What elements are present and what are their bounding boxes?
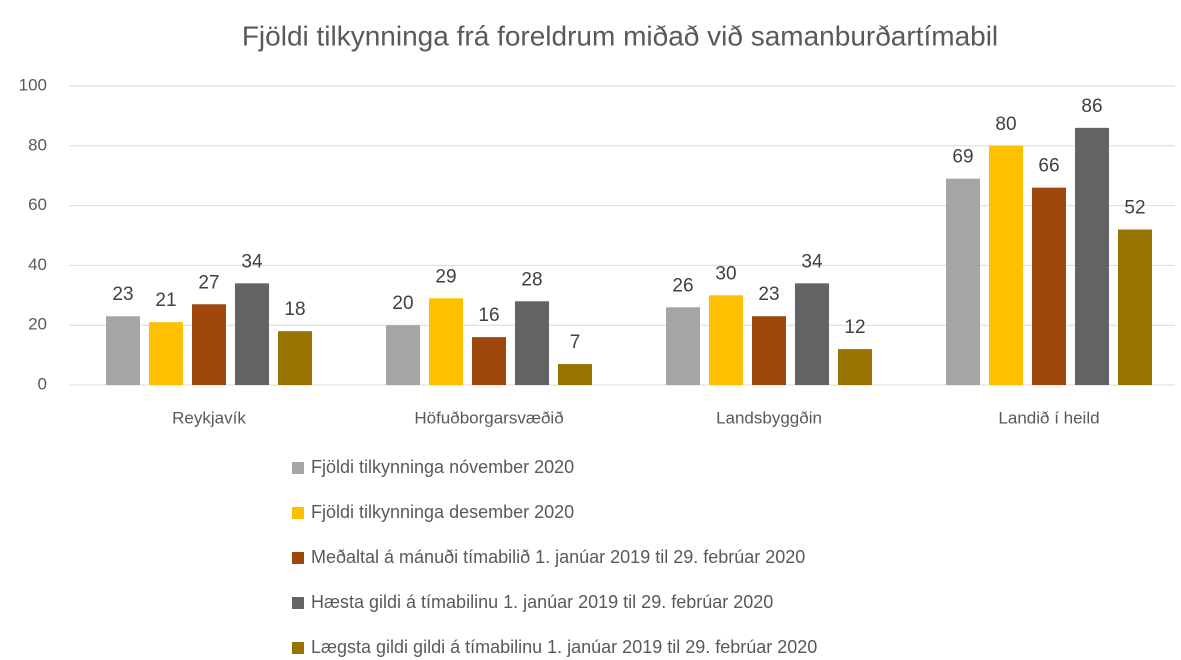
- value-label: 28: [521, 269, 542, 290]
- legend-swatch: [292, 507, 304, 519]
- value-label: 16: [478, 305, 499, 326]
- bar: [106, 316, 140, 385]
- bar: [278, 331, 312, 385]
- value-label: 26: [672, 275, 693, 296]
- bar: [752, 316, 786, 385]
- legend-label: Hæsta gildi á tímabilinu 1. janúar 2019 …: [311, 592, 773, 612]
- y-tick-label: 20: [28, 315, 47, 334]
- value-label: 86: [1081, 96, 1102, 117]
- bar: [149, 322, 183, 385]
- bar: [429, 298, 463, 385]
- legend-swatch: [292, 597, 304, 609]
- legend-label: Fjöldi tilkynninga nóvember 2020: [311, 457, 574, 477]
- y-tick-label: 100: [19, 75, 47, 94]
- y-tick-label: 60: [28, 195, 47, 214]
- bar: [1075, 127, 1109, 386]
- x-tick-label: Höfuðborgarsvæðið: [414, 408, 563, 427]
- bar: [1118, 229, 1152, 385]
- bar: [558, 364, 592, 385]
- value-label: 21: [155, 290, 176, 311]
- bar: [709, 295, 743, 385]
- value-label: 52: [1124, 198, 1145, 219]
- bar: [472, 337, 506, 385]
- bar: [192, 304, 226, 385]
- bar: [666, 307, 700, 385]
- chart-title: Fjöldi tilkynninga frá foreldrum miðað v…: [242, 20, 998, 51]
- x-tick-label: Reykjavík: [172, 408, 246, 427]
- x-tick-label: Landið í heild: [998, 408, 1099, 427]
- value-label: 27: [198, 272, 219, 293]
- value-label: 18: [284, 299, 305, 320]
- value-label: 34: [801, 251, 823, 272]
- bar: [1032, 187, 1066, 385]
- value-label: 80: [995, 114, 1016, 135]
- bar: [946, 178, 980, 385]
- legend-label: Fjöldi tilkynninga desember 2020: [311, 502, 574, 522]
- bar: [515, 301, 549, 385]
- legend-swatch: [292, 642, 304, 654]
- value-label: 69: [952, 147, 973, 168]
- y-tick-label: 0: [38, 374, 47, 393]
- y-tick-label: 40: [28, 255, 47, 274]
- legend-label: Meðaltal á mánuði tímabilið 1. janúar 20…: [311, 547, 805, 567]
- legend-swatch: [292, 552, 304, 564]
- bar: [235, 283, 269, 385]
- x-tick-label: Landsbyggðin: [716, 408, 822, 427]
- bar: [838, 349, 872, 385]
- value-label: 23: [758, 284, 779, 305]
- bar: [386, 325, 420, 385]
- value-label: 12: [844, 317, 865, 338]
- value-label: 30: [715, 263, 736, 284]
- bar: [989, 145, 1023, 385]
- value-label: 7: [570, 332, 581, 353]
- value-label: 66: [1038, 156, 1059, 177]
- bar: [795, 283, 829, 385]
- y-tick-label: 80: [28, 135, 47, 154]
- value-label: 23: [112, 284, 133, 305]
- value-label: 29: [435, 266, 456, 287]
- value-label: 34: [241, 251, 263, 272]
- legend-label: Lægsta gildi gildi á tímabilinu 1. janúa…: [311, 637, 817, 657]
- legend-swatch: [292, 462, 304, 474]
- value-label: 20: [392, 293, 413, 314]
